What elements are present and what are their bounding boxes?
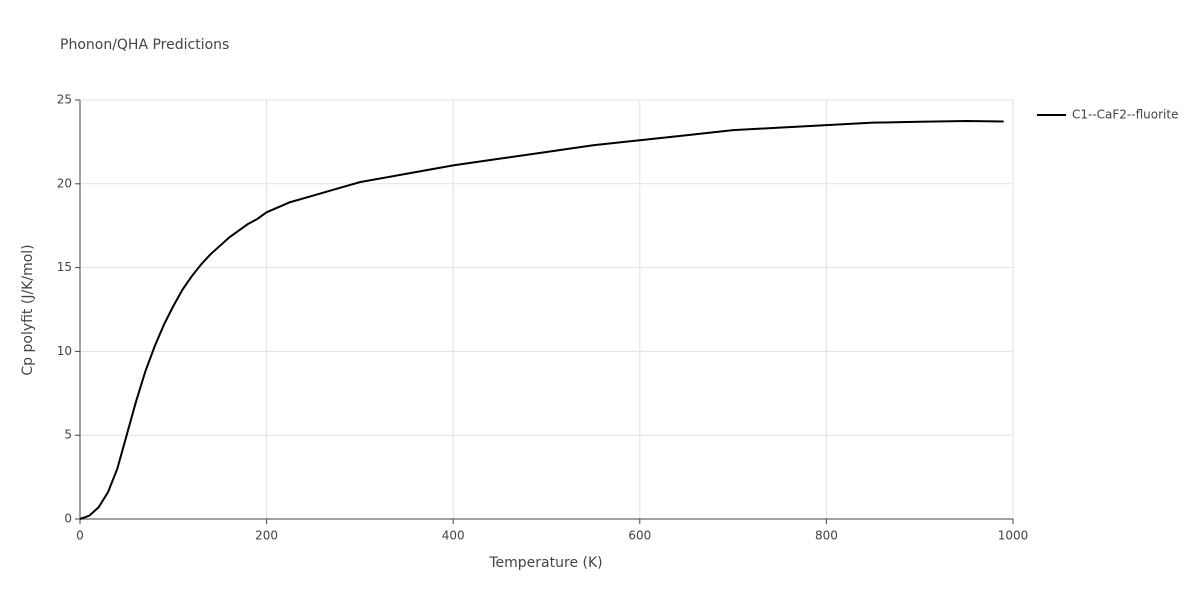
- y-axis-label: Cp polyfit (J/K/mol): [20, 244, 36, 375]
- x-tick-label: 0: [76, 529, 84, 543]
- x-tick-label: 800: [815, 529, 838, 543]
- y-tick-label: 5: [64, 428, 72, 442]
- legend-label: C1--CaF2--fluorite: [1072, 108, 1178, 122]
- y-tick-label: 25: [57, 93, 72, 107]
- y-tick-label: 0: [64, 512, 72, 526]
- y-tick-label: 20: [57, 176, 72, 190]
- x-tick-label: 1000: [998, 529, 1029, 543]
- x-tick-label: 400: [442, 529, 465, 543]
- x-axis-label: Temperature (K): [488, 555, 602, 571]
- chart-title: Phonon/QHA Predictions: [60, 37, 229, 53]
- y-tick-label: 15: [57, 260, 72, 274]
- x-tick-label: 200: [255, 529, 278, 543]
- data-line: [79, 119, 1004, 520]
- y-tick-label: 10: [57, 344, 72, 358]
- x-tick-label: 600: [628, 529, 651, 543]
